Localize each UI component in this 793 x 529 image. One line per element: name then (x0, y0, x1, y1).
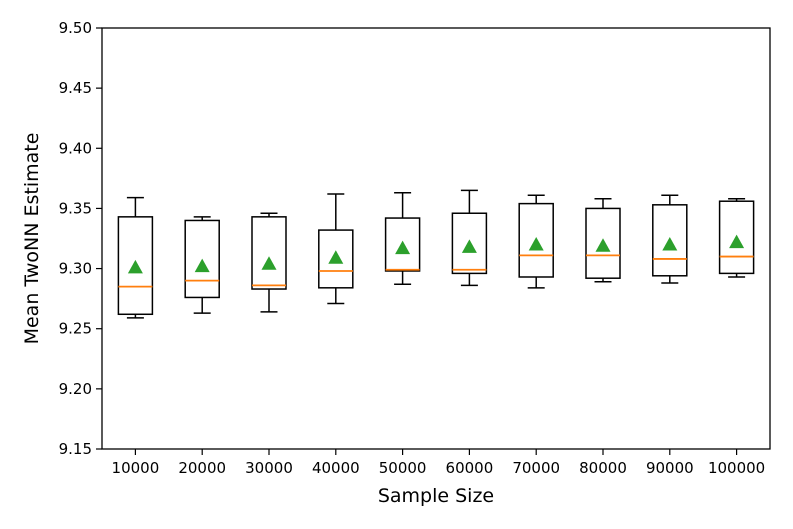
y-tick-label: 9.45 (59, 79, 92, 97)
y-tick-label: 9.30 (59, 260, 92, 278)
x-tick-label: 90000 (646, 459, 694, 477)
y-tick-label: 9.25 (59, 320, 92, 338)
y-tick-label: 9.20 (59, 380, 92, 398)
box-iqr (251, 216, 287, 290)
box-80000 (585, 198, 621, 283)
x-tick-label: 80000 (579, 459, 627, 477)
box-60000 (451, 189, 488, 287)
x-tick-label: 20000 (178, 459, 226, 477)
box-iqr (585, 207, 621, 279)
x-tick-label: 50000 (379, 459, 427, 477)
mean-marker (395, 240, 411, 255)
y-tick-label: 9.40 (59, 139, 92, 157)
box-100000 (718, 198, 755, 278)
mean-marker (528, 237, 544, 251)
box-iqr (318, 229, 354, 289)
box-iqr (652, 204, 688, 277)
box-90000 (652, 194, 688, 284)
y-axis: 9.15 9.20 9.25 9.30 9.35 9.40 9.45 9.50 (59, 19, 102, 458)
mean-marker (729, 234, 745, 249)
mean-marker (127, 259, 143, 274)
axes-frame (101, 27, 771, 450)
y-tick-label: 9.15 (59, 440, 92, 458)
y-tick-label: 9.50 (59, 19, 92, 37)
box-iqr (451, 212, 488, 275)
y-axis-label: Mean TwoNN Estimate (21, 133, 43, 345)
y-tick-label: 9.35 (59, 199, 92, 217)
x-tick-label: 30000 (245, 459, 293, 477)
box-70000 (518, 194, 554, 289)
box-40000 (318, 193, 354, 305)
box-iqr (117, 216, 154, 316)
mean-marker (461, 239, 477, 253)
box-iqr (384, 217, 421, 272)
mean-marker (662, 237, 678, 251)
x-tick-label: 100000 (708, 459, 765, 477)
x-tick-label: 60000 (446, 459, 494, 477)
x-tick-label: 40000 (312, 459, 360, 477)
mean-marker (328, 250, 344, 264)
x-axis-label: Sample Size (378, 485, 494, 507)
mean-marker (261, 256, 277, 270)
box-20000 (184, 216, 220, 314)
box-iqr (518, 202, 554, 278)
box-30000 (251, 212, 287, 313)
x-tick-label: 10000 (112, 459, 160, 477)
x-tick-label: 70000 (512, 459, 560, 477)
box-50000 (384, 192, 421, 285)
mean-marker (194, 258, 210, 273)
x-axis: 10000 20000 30000 40000 50000 60000 70000 80000… (112, 449, 765, 477)
box-iqr (184, 219, 220, 299)
plot-area (117, 189, 755, 319)
box-iqr (718, 200, 755, 275)
mean-marker (595, 238, 611, 252)
box-10000 (117, 196, 154, 319)
